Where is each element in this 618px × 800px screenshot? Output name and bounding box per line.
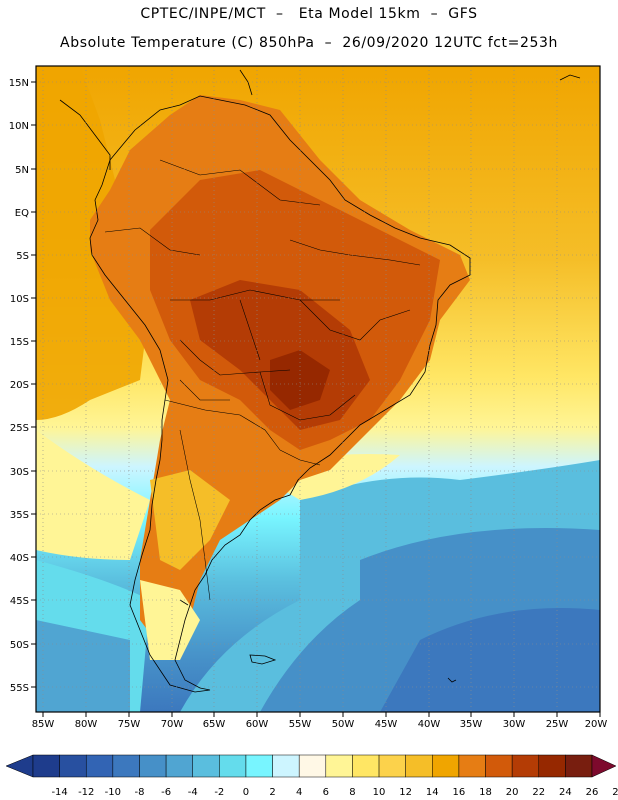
legend-swatch — [378, 754, 406, 778]
patagonia-warm-area — [150, 470, 230, 570]
legend-label: -6 — [161, 787, 171, 798]
legend-label: 0 — [243, 787, 249, 798]
legend-label: 14 — [426, 787, 439, 798]
lon-label: 85W — [32, 719, 55, 730]
lon-label: 50W — [332, 719, 355, 730]
legend-label: 24 — [559, 787, 572, 798]
land-hot-core — [190, 280, 370, 430]
legend-label: 8 — [349, 787, 355, 798]
lon-label: 45W — [375, 719, 398, 730]
patagonia-pale-area — [140, 580, 200, 660]
lat-label: EQ — [15, 208, 29, 219]
legend-swatch — [272, 754, 300, 778]
lon-label: 20W — [585, 719, 608, 730]
legend-swatch — [565, 754, 593, 778]
legend-swatch — [511, 754, 540, 778]
legend-swatch — [165, 754, 193, 778]
south-pacific-cold-area — [36, 620, 130, 712]
lon-label: 30W — [503, 719, 526, 730]
lat-label: 5N — [15, 165, 29, 176]
legend-label: 18 — [479, 787, 492, 798]
legend-swatch — [112, 754, 140, 778]
legend-label: 6 — [323, 787, 329, 798]
lat-labels: 15N 10N 5N EQ 5S 10S 15S 20S 25S 30S 35S… — [9, 78, 29, 694]
legend-swatch — [32, 754, 60, 778]
lon-label: 25W — [546, 719, 569, 730]
legend-swatch — [352, 754, 380, 778]
lon-label: 35W — [460, 719, 483, 730]
legend-swatch — [458, 754, 486, 778]
land-hottest-spot — [270, 350, 330, 410]
legend-swatch — [139, 754, 167, 778]
map-title-line-2: Absolute Temperature (C) 850hPa – 26/09/… — [60, 35, 558, 51]
lon-ticks — [42, 712, 601, 717]
lon-label: 65W — [203, 719, 226, 730]
lat-label: 50S — [10, 640, 29, 651]
legend-label: 12 — [399, 787, 412, 798]
legend-label: 22 — [532, 787, 545, 798]
map-title-line-1: CPTEC/INPE/MCT – Eta Model 15km – GFS — [140, 6, 478, 22]
legend-swatch — [219, 754, 247, 778]
lat-label: 15N — [9, 78, 29, 89]
lon-label: 75W — [118, 719, 141, 730]
legend-label: 20 — [506, 787, 519, 798]
legend-label: -8 — [134, 787, 144, 798]
legend-label: 2 — [269, 787, 275, 798]
lat-label: 20S — [10, 380, 29, 391]
legend-label: 28 — [612, 787, 618, 798]
legend-label: -2 — [214, 787, 224, 798]
lat-label: 40S — [10, 553, 29, 564]
legend-label: -10 — [105, 787, 121, 798]
legend-label: -14 — [51, 787, 67, 798]
lon-label: 70W — [161, 719, 184, 730]
temperature-field — [36, 66, 600, 712]
legend-label: -4 — [188, 787, 198, 798]
lat-label: 10N — [9, 121, 29, 132]
legend-label: 26 — [586, 787, 599, 798]
coastline — [59, 69, 581, 693]
legend-label: 4 — [296, 787, 302, 798]
legend-label: 16 — [453, 787, 466, 798]
legend-swatch — [192, 754, 220, 778]
legend-swatch — [485, 754, 513, 778]
legend-swatch — [405, 754, 433, 778]
lon-label: 80W — [75, 719, 98, 730]
legend-swatch — [245, 754, 273, 778]
legend-label: -12 — [78, 787, 94, 798]
lon-label: 40W — [418, 719, 441, 730]
lat-ticks — [31, 81, 36, 688]
south-atlantic-coldest-area — [380, 608, 600, 712]
lon-label: 55W — [289, 719, 312, 730]
legend-label: 10 — [373, 787, 386, 798]
southwest-pale-area — [36, 430, 150, 560]
lat-label: 30S — [10, 467, 29, 478]
legend-swatch — [85, 754, 114, 778]
map-frame — [35, 65, 601, 713]
country-borders — [104, 159, 421, 601]
color-legend: -14 -12 -10 -8 -6 -4 -2 0 2 4 6 8 10 12 14 16 18 20 22 24 26… — [5, 754, 618, 798]
legend-arrow-max — [591, 754, 617, 778]
lat-label: 15S — [10, 337, 29, 348]
lat-label: 25S — [10, 423, 29, 434]
legend-swatch — [432, 754, 460, 778]
legend-swatch — [59, 754, 87, 778]
legend-swatch — [538, 754, 566, 778]
legend-arrow-min — [5, 754, 34, 778]
legend-swatch — [325, 754, 353, 778]
lat-label: 10S — [10, 294, 29, 305]
lat-label: 35S — [10, 510, 29, 521]
lat-label: 5S — [16, 251, 29, 262]
lon-label: 60W — [246, 719, 269, 730]
legend-swatch — [298, 754, 327, 778]
lon-labels: 85W 80W 75W 70W 65W 60W 55W 50W 45W 40W … — [32, 719, 608, 730]
lat-label: 55S — [10, 683, 29, 694]
lat-label: 45S — [10, 596, 29, 607]
